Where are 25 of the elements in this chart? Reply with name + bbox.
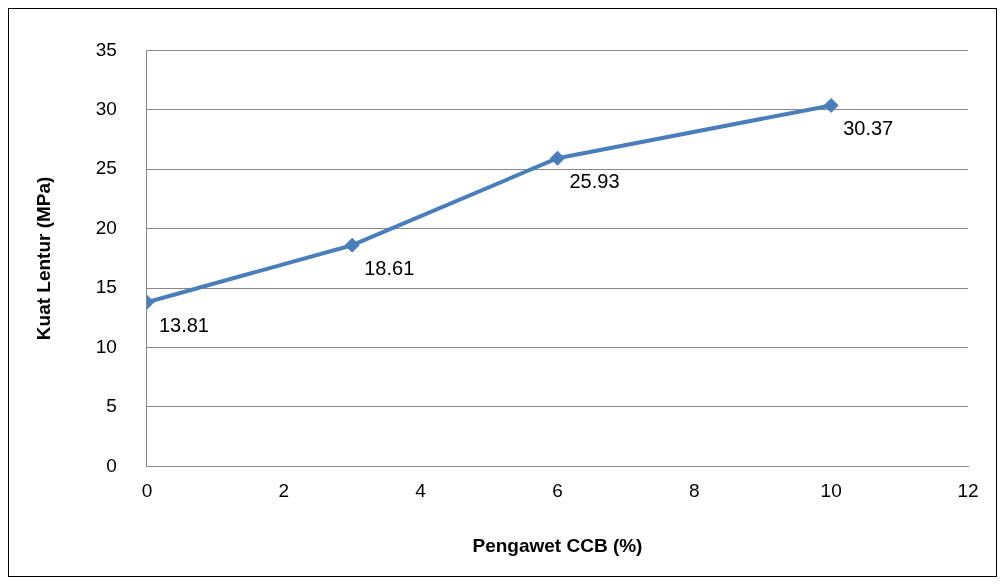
x-tick-label: 4 [415, 480, 427, 502]
x-tick-label: 0 [141, 480, 153, 502]
x-axis-title: Pengawet CCB (%) [472, 534, 643, 556]
y-tick-label: 30 [95, 98, 117, 120]
x-tick-label: 10 [820, 480, 842, 502]
x-tick-label: 8 [689, 480, 700, 502]
x-tick-label: 6 [552, 480, 563, 502]
point [344, 237, 360, 253]
y-tick-label: 25 [95, 157, 117, 179]
x-tick-label: 2 [278, 480, 290, 502]
y-tick-label: 5 [106, 395, 117, 417]
frame: Pengawet CCB (%) Kuat Lentur (MPa) 0 2 4 6 8 10 12 0 5 10 15 20 25 30 35 13.81 18.61 25.93 30.37 [8, 8, 997, 577]
y-tick-label: 10 [95, 335, 117, 357]
data-label: 18.61 [364, 256, 415, 279]
data-label: 25.93 [569, 169, 620, 192]
point [549, 150, 565, 166]
y-tick-label: 0 [106, 454, 117, 476]
data-label: 13.81 [158, 313, 209, 336]
data-label: 30.37 [843, 116, 894, 139]
y-axis-title: Kuat Lentur (MPa) [32, 176, 54, 341]
y-tick-label: 20 [95, 216, 117, 238]
y-tick-label: 35 [95, 38, 117, 60]
point [823, 97, 839, 113]
x-tick-label: 12 [957, 480, 979, 502]
y-tick-label: 15 [95, 276, 117, 298]
